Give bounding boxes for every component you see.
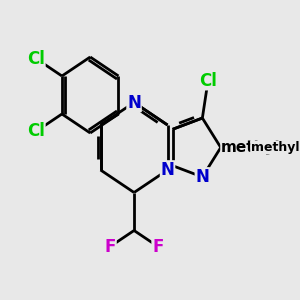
Text: Cl: Cl <box>199 72 217 90</box>
Text: methyl: methyl <box>221 140 280 155</box>
Text: N: N <box>160 161 175 179</box>
Text: methyl: methyl <box>251 141 299 154</box>
Text: F: F <box>152 238 164 256</box>
Text: N: N <box>195 168 209 186</box>
Text: Cl: Cl <box>27 50 45 68</box>
Text: N: N <box>127 94 141 112</box>
Text: F: F <box>105 238 116 256</box>
Text: Cl: Cl <box>27 122 45 140</box>
